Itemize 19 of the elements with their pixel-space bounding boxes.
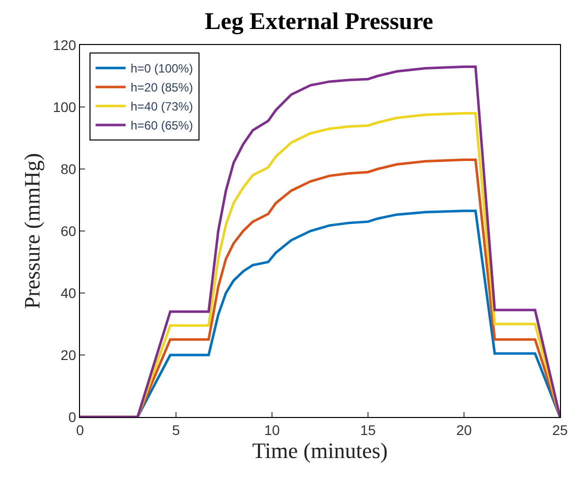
x-tick-label: 15 bbox=[360, 422, 376, 438]
chart-title: Leg External Pressure bbox=[204, 8, 434, 35]
y-tick-label: 60 bbox=[60, 222, 76, 239]
x-axis-title: Time (minutes) bbox=[252, 438, 388, 463]
legend-label: h=0 (100%) bbox=[130, 62, 193, 76]
y-axis-title: Pressure (mmHg) bbox=[20, 153, 45, 309]
y-tick-label: 20 bbox=[60, 346, 76, 363]
y-tick-label: 80 bbox=[60, 160, 76, 177]
legend-label: h=40 (73%) bbox=[130, 100, 193, 114]
legend-label: h=60 (65%) bbox=[130, 118, 193, 133]
y-tick-label: 0 bbox=[68, 408, 76, 425]
x-tick-label: 5 bbox=[172, 422, 180, 438]
y-tick-label: 120 bbox=[52, 36, 76, 53]
y-tick-label: 40 bbox=[60, 284, 76, 301]
legend-label: h=20 (85%) bbox=[130, 80, 193, 95]
x-tick-label: 10 bbox=[264, 422, 280, 438]
x-tick-label: 25 bbox=[552, 422, 568, 438]
x-tick-label: 20 bbox=[456, 422, 472, 438]
y-tick-label: 100 bbox=[52, 98, 76, 115]
